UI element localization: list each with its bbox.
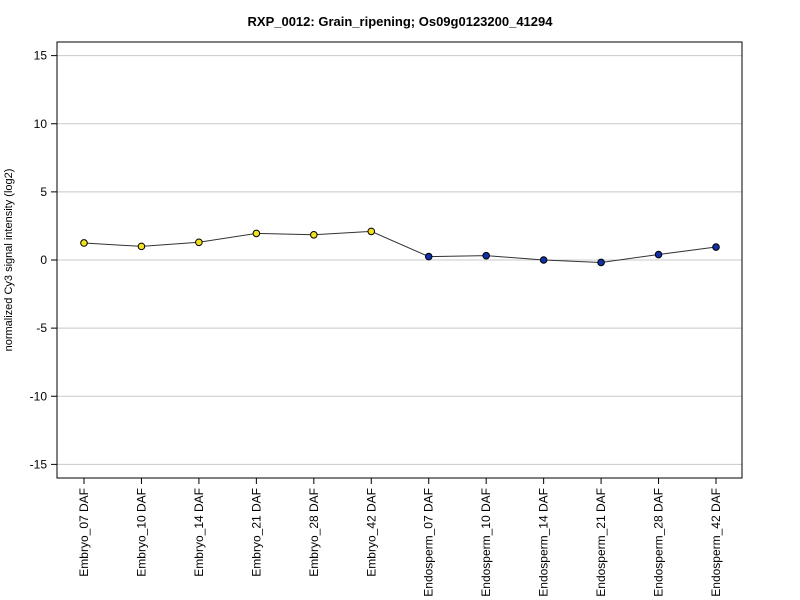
data-point: [252, 229, 261, 238]
x-tick-label: Endosperm_21 DAF: [594, 488, 608, 597]
x-tick-label: Embryo_28 DAF: [307, 488, 321, 577]
data-point: [482, 251, 490, 260]
data-point: [539, 256, 548, 264]
series-line: [83, 230, 717, 263]
x-axis: Embryo_07 DAF Embryo_10 DAF Embryo_14 DAF E…: [77, 478, 723, 597]
x-tick-label: Endosperm_14 DAF: [537, 488, 551, 597]
data-series: [80, 227, 720, 267]
y-tick-label: 10: [34, 117, 48, 131]
data-point: [654, 250, 663, 259]
x-tick-label: Endosperm_28 DAF: [652, 488, 666, 597]
data-point: [80, 239, 88, 247]
grid-lines: [57, 55, 742, 465]
data-point: [424, 252, 433, 261]
y-tick-label: 5: [40, 185, 47, 199]
y-tick-label: -5: [36, 321, 47, 335]
x-tick-label: Endosperm_42 DAF: [709, 488, 723, 597]
plot-frame: [56, 41, 743, 479]
data-point: [310, 230, 318, 239]
data-point: [195, 238, 203, 247]
x-tick-label: Embryo_42 DAF: [364, 488, 378, 577]
y-axis: -15 -10 -5 0 5 10 15: [30, 49, 57, 471]
y-tick-label: 15: [34, 49, 48, 63]
data-point: [712, 243, 720, 251]
data-point: [137, 242, 146, 251]
data-point: [597, 258, 605, 267]
y-tick-label: 0: [40, 253, 47, 267]
y-axis-label: normalized Cy3 signal intensity (log2): [3, 169, 15, 352]
y-tick-label: -10: [30, 389, 48, 403]
x-tick-label: Embryo_14 DAF: [192, 488, 206, 577]
x-tick-label: Endosperm_07 DAF: [422, 488, 436, 597]
chart-title: RXP_0012: Grain_ripening; Os09g0123200_4…: [248, 14, 554, 29]
data-point: [367, 227, 376, 236]
x-tick-label: Embryo_10 DAF: [134, 488, 148, 577]
x-tick-label: Embryo_07 DAF: [77, 488, 91, 577]
x-tick-label: Embryo_21 DAF: [249, 488, 263, 577]
y-tick-label: -15: [30, 457, 48, 471]
x-tick-label: Endosperm_10 DAF: [479, 488, 493, 597]
